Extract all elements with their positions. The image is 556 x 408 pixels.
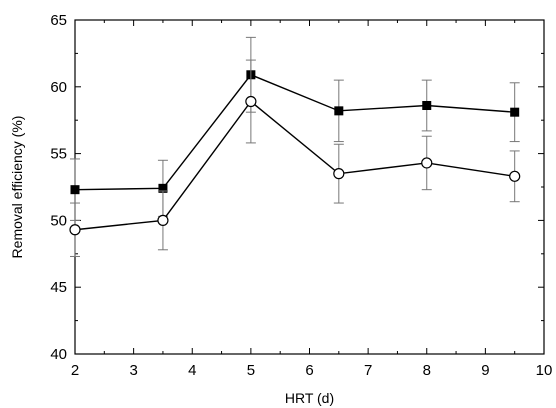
y-tick-label: 55	[50, 146, 67, 163]
data-point	[334, 106, 344, 116]
y-tick-label: 40	[50, 346, 67, 363]
series-line	[74, 73, 515, 191]
plot-frame	[74, 19, 545, 355]
series-2	[69, 59, 521, 257]
series-line	[74, 100, 515, 231]
data-point	[421, 157, 433, 169]
x-tick-labels: 2 3 4 5 6 7 8 9 10	[71, 362, 553, 379]
x-tick-label: 8	[423, 362, 431, 379]
data-point	[510, 107, 520, 117]
data-point	[69, 224, 81, 236]
data-point	[509, 170, 521, 182]
series-1	[70, 36, 520, 221]
data-point	[245, 95, 257, 108]
y-tick-label: 45	[50, 279, 67, 296]
data-point	[158, 183, 168, 193]
x-tick-label: 5	[247, 362, 255, 379]
y-tick-labels: 40 45 50 55 60 65	[50, 12, 67, 363]
data-point	[70, 185, 80, 195]
x-tick-label: 6	[305, 362, 313, 379]
x-axis-title: HRT (d)	[285, 390, 334, 406]
x-tick-label: 3	[129, 362, 137, 379]
x-tick-label: 10	[536, 362, 553, 379]
series-layer	[69, 36, 521, 257]
x-tick-label: 4	[188, 362, 196, 379]
y-axis-title: Removal efficiency (%)	[9, 116, 25, 259]
y-tick-label: 60	[50, 79, 67, 96]
x-tick-label: 7	[364, 362, 372, 379]
x-tick-label: 9	[481, 362, 489, 379]
y-tick-label: 65	[50, 12, 67, 29]
y-tick-label: 50	[50, 212, 67, 229]
data-point	[157, 214, 169, 226]
axis-ticks	[74, 19, 545, 355]
data-point	[422, 101, 432, 111]
data-point	[333, 168, 345, 180]
x-tick-label: 2	[71, 362, 79, 379]
